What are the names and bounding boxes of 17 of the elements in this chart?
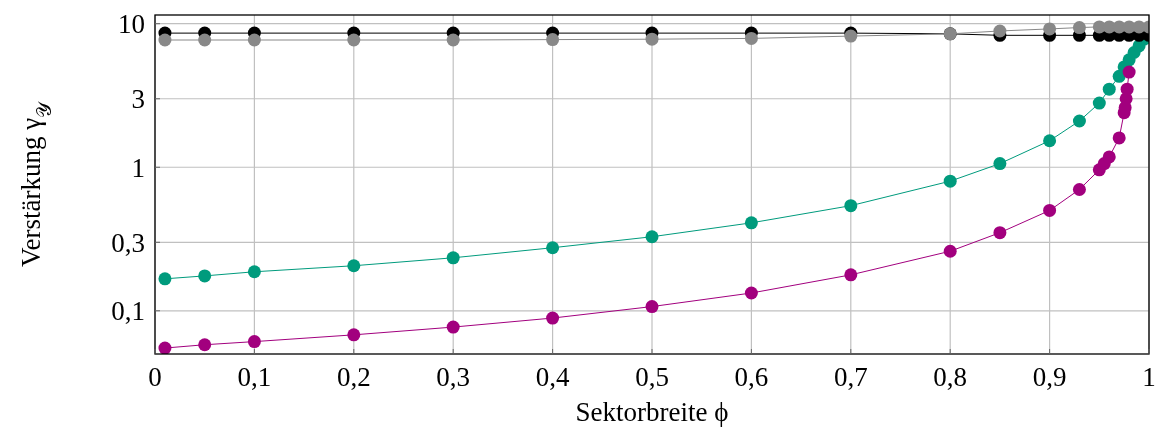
- y-tick-label: 0,1: [111, 296, 145, 327]
- y-tick-label: 1: [131, 152, 145, 183]
- x-axis-title: Sektorbreite ϕ: [575, 397, 729, 427]
- x-tick-label: 0,7: [833, 362, 868, 392]
- x-tick-label: 0,2: [336, 362, 371, 392]
- x-tick-label: 0,3: [436, 362, 471, 392]
- x-tick-label: 1: [1142, 362, 1156, 392]
- x-tick-label: 0,9: [1032, 362, 1067, 392]
- x-tick-label: 0: [148, 362, 162, 392]
- y-tick-label: 0,3: [111, 227, 145, 258]
- x-tick-label: 0,5: [635, 362, 669, 392]
- x-tick-label: 0,4: [535, 362, 570, 392]
- x-tick-label: 0,1: [237, 362, 272, 392]
- x-tick-label: 0,6: [734, 362, 769, 392]
- y-tick-label: 3: [131, 84, 145, 115]
- x-tick-label: 0,8: [933, 362, 968, 392]
- y-tick-label: 10: [118, 9, 145, 40]
